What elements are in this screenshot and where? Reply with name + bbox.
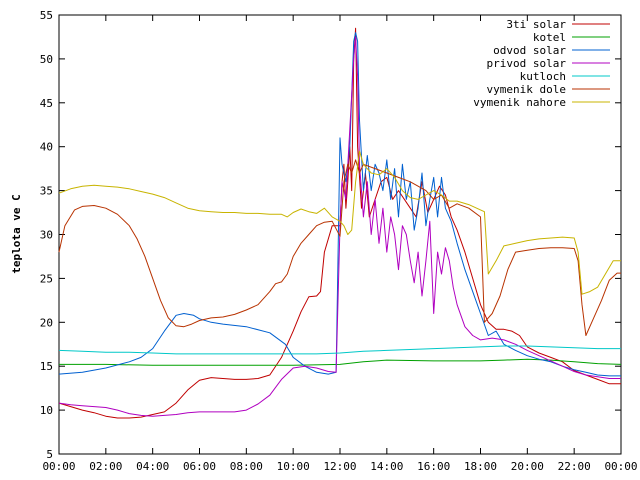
y-tick-label: 5 xyxy=(46,448,53,461)
y-axis: 5 10 15 20 25 30 35 40 45 50 55 xyxy=(40,9,621,461)
y-axis-title: teplota ve C xyxy=(10,194,23,273)
x-tick-label: 22:00 xyxy=(558,460,591,473)
x-tick-label: 12:00 xyxy=(323,460,356,473)
x-tick-label: 14:00 xyxy=(370,460,403,473)
x-axis: 00:00 02:00 04:00 06:00 08:00 10:00 12:00 14:00… xyxy=(42,15,638,473)
y-tick-label: 25 xyxy=(40,272,53,285)
series-line-kutloch xyxy=(58,345,621,355)
series-line-privod-solar xyxy=(58,36,621,417)
legend-label-vymenik-nahore: vymenik nahore xyxy=(473,96,566,109)
y-tick-label: 50 xyxy=(40,53,53,66)
legend-label-vymenik-dole: vymenik dole xyxy=(487,83,566,96)
series-line-odvod-solar xyxy=(58,32,621,377)
y-tick-label: 15 xyxy=(40,360,53,373)
y-tick-label: 35 xyxy=(40,185,53,198)
x-tick-label: 04:00 xyxy=(136,460,169,473)
x-tick-label: 00:00 xyxy=(42,460,75,473)
y-tick-label: 20 xyxy=(40,316,53,329)
series-line-vymenik-nahore xyxy=(58,150,621,295)
y-tick-label: 10 xyxy=(40,404,53,417)
legend-label-kutloch: kutloch xyxy=(520,70,566,83)
x-tick-label: 10:00 xyxy=(277,460,310,473)
legend-label-kotel: kotel xyxy=(533,31,566,44)
x-tick-label: 20:00 xyxy=(511,460,544,473)
x-tick-label: 18:00 xyxy=(464,460,497,473)
series-layer xyxy=(58,27,622,419)
x-tick-label: 02:00 xyxy=(89,460,122,473)
legend-label-privod-solar: privod solar xyxy=(487,57,567,70)
x-tick-label: 00:00 xyxy=(604,460,637,473)
series-line-kotel xyxy=(59,358,622,366)
y-tick-label: 40 xyxy=(40,141,53,154)
x-tick-label: 16:00 xyxy=(417,460,450,473)
y-tick-label: 30 xyxy=(40,229,53,242)
legend-label-odvod-solar: odvod solar xyxy=(493,44,566,57)
y-tick-label: 55 xyxy=(40,9,53,22)
x-tick-label: 06:00 xyxy=(183,460,216,473)
y-tick-label: 45 xyxy=(40,97,53,110)
series-line-3ti-solar xyxy=(58,27,621,419)
x-tick-label: 08:00 xyxy=(230,460,263,473)
series-line-vymenik-dole xyxy=(58,159,621,336)
legend-label-3ti-solar: 3ti solar xyxy=(506,18,566,31)
